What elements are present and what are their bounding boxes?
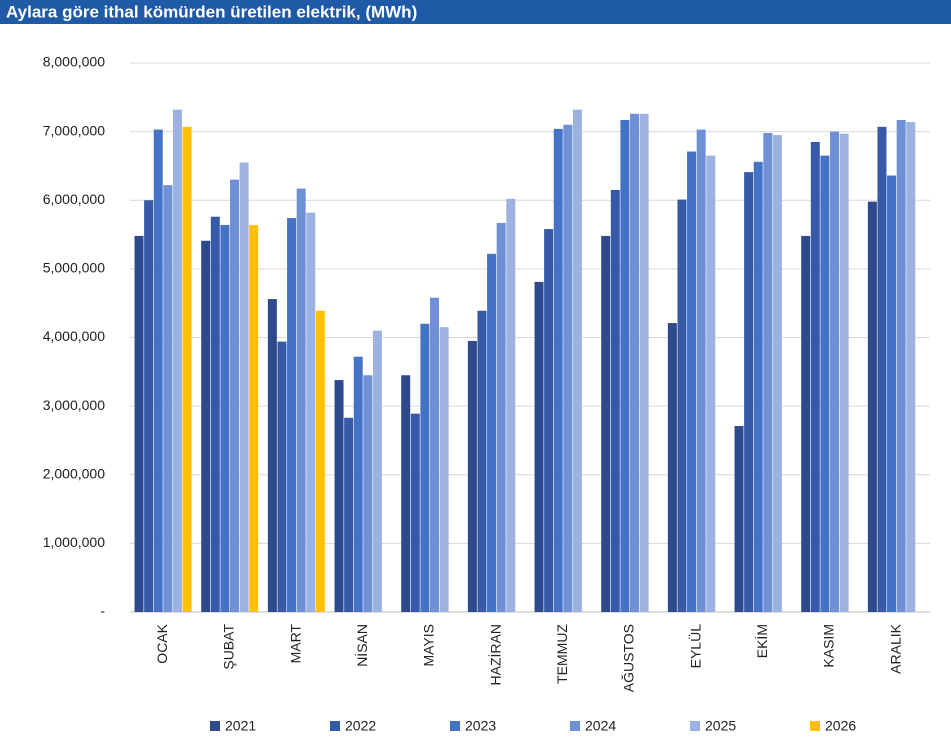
legend-swatch [570,721,580,731]
legend-label: 2022 [345,718,376,734]
bar [477,310,487,612]
x-tick-label: MAYIS [421,624,437,667]
bar [344,417,354,612]
bar [867,201,877,612]
bar [201,240,211,612]
x-tick-label: TEMMUZ [554,624,570,684]
chart-title: Aylara göre ithal kömürden üretilen elek… [6,2,417,21]
legend-label: 2024 [585,718,616,734]
x-tick-label: ARALIK [887,623,903,673]
bar [144,200,154,612]
bar [401,375,411,612]
bar [601,235,611,612]
legend-label: 2023 [465,718,496,734]
bar [353,356,363,612]
legend-label: 2021 [225,718,256,734]
bar [839,133,849,612]
bar [363,375,373,612]
y-tick-label: 5,000,000 [43,260,105,276]
bar [763,132,773,612]
bar [220,224,230,612]
bar [153,129,163,612]
y-tick-label: 4,000,000 [43,328,105,344]
bar [667,323,677,612]
bar [801,235,811,612]
bar [334,380,344,612]
bar [906,122,916,612]
legend-swatch [210,721,220,731]
bar [610,189,620,613]
bar [315,310,325,612]
bar [753,161,763,612]
legend-swatch [330,721,340,731]
bar [563,124,573,612]
bar [277,341,287,612]
bar [896,119,906,613]
bar [696,129,706,612]
bar [687,151,697,612]
legend-swatch [690,721,700,731]
bar [163,185,173,612]
bar [410,413,420,612]
x-tick-label: KASIM [821,624,837,668]
bar [239,162,249,612]
legend-label: 2026 [825,718,856,734]
bar [487,253,497,612]
bar [230,179,239,612]
bar [772,135,782,612]
bar [553,128,563,612]
y-tick-label: 3,000,000 [43,397,105,413]
bar [506,198,516,612]
bar [734,426,744,612]
x-tick-label: AĞUSTOS [621,624,637,692]
y-tick-label: 6,000,000 [43,191,105,207]
x-tick-label: EYLÜL [686,624,703,669]
bar [467,340,477,612]
x-tick-label: NİSAN [353,624,370,667]
legend-label: 2025 [705,718,736,734]
bar [620,119,630,613]
bar [267,299,277,612]
y-tick-label: 2,000,000 [43,465,105,481]
bar [306,212,316,613]
bar [420,323,430,612]
y-tick-label: 1,000,000 [43,534,105,550]
x-tick-label: HAZİRAN [486,624,503,685]
bar [534,281,544,612]
bar [630,113,639,612]
bar [430,297,439,612]
bar [439,327,449,612]
bar [296,188,306,613]
bar [134,235,144,612]
title-bar [0,0,951,24]
legend-swatch [450,721,460,731]
bar [744,172,754,612]
x-tick-label: ŞUBAT [221,624,237,670]
bar [544,229,554,612]
bar [706,155,716,613]
bar [372,330,382,612]
bar [830,131,839,612]
bar [677,199,687,612]
bar [287,218,297,612]
bar [572,109,582,612]
bar [887,175,897,613]
bar [210,216,220,612]
bar [877,126,887,612]
x-tick-label: MART [287,624,303,664]
bar [639,113,649,612]
x-tick-label: EKİM [753,624,770,658]
bar [820,155,830,613]
x-tick-label: OCAK [154,623,170,663]
bar [496,222,506,613]
bar [182,126,192,612]
y-tick-label: - [100,603,105,619]
bar [810,141,820,612]
bar [172,109,182,612]
y-tick-label: 7,000,000 [43,122,105,138]
bar [249,224,259,612]
y-tick-label: 8,000,000 [43,54,105,70]
legend-swatch [810,721,820,731]
